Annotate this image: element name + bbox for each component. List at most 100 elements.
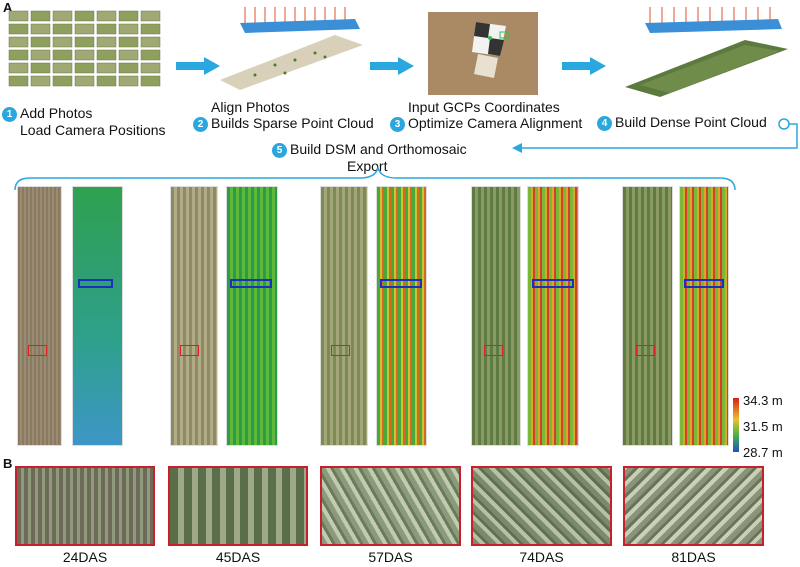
gcp-box bbox=[380, 279, 422, 288]
photo-tile bbox=[74, 23, 95, 35]
photo-tile bbox=[8, 49, 29, 61]
photo-tile bbox=[96, 75, 117, 87]
photo-tile bbox=[52, 62, 73, 74]
photo-tile bbox=[52, 49, 73, 61]
panel-label-b: B bbox=[3, 456, 13, 471]
orthomosaic-strip-81das bbox=[622, 186, 673, 446]
dsm-strip-57das bbox=[376, 186, 427, 446]
arrow-icon bbox=[562, 57, 606, 75]
step-3-line1: Input GCPs Coordinates bbox=[408, 99, 560, 115]
photo-tile bbox=[140, 62, 161, 74]
legend-mid-label: 31.5 m bbox=[743, 419, 783, 434]
gcp-photo-thumbnail bbox=[428, 12, 538, 95]
arrow-icon bbox=[176, 57, 220, 75]
step-1-line2: Load Camera Positions bbox=[20, 121, 166, 138]
photo-tile bbox=[96, 10, 117, 22]
gcp-box bbox=[78, 279, 113, 288]
orthomosaic-strip-45das bbox=[170, 186, 218, 446]
dsm-strip-81das bbox=[679, 186, 729, 446]
dense-point-cloud-thumbnail bbox=[620, 5, 790, 100]
date-label: 45DAS bbox=[215, 549, 261, 565]
photo-tile bbox=[8, 10, 29, 22]
sparse-point-cloud-thumbnail bbox=[215, 5, 365, 95]
gcp-box bbox=[532, 279, 574, 288]
step-2-line2: Builds Sparse Point Cloud bbox=[211, 115, 374, 131]
photo-tile bbox=[140, 75, 161, 87]
photo-tile bbox=[74, 62, 95, 74]
photo-tile bbox=[74, 49, 95, 61]
step-1-line1: Add Photos bbox=[20, 105, 93, 121]
photo-tile bbox=[118, 23, 139, 35]
date-label: 81DAS bbox=[671, 549, 716, 565]
elevation-colorbar bbox=[733, 398, 739, 452]
step-1-label: 1 Add Photos Load Camera Positions bbox=[2, 105, 166, 138]
photo-tile bbox=[118, 75, 139, 87]
photo-tile bbox=[96, 36, 117, 48]
date-label: 57DAS bbox=[368, 549, 413, 565]
crop-image-57das bbox=[320, 466, 461, 546]
step-4-line1: Build Dense Point Cloud bbox=[615, 114, 767, 130]
photo-tile bbox=[118, 62, 139, 74]
photo-tile bbox=[96, 23, 117, 35]
step-5-line1: Build DSM and Orthomosaic bbox=[290, 141, 467, 157]
photo-tile bbox=[74, 10, 95, 22]
photo-tile bbox=[30, 23, 51, 35]
photo-tile bbox=[140, 36, 161, 48]
photo-grid-graphic bbox=[8, 10, 161, 87]
photo-tile bbox=[8, 23, 29, 35]
crop-image-45das bbox=[168, 466, 308, 546]
orthomosaic-strip-57das bbox=[320, 186, 368, 446]
photo-tile bbox=[74, 75, 95, 87]
panel-label-a: A bbox=[3, 0, 13, 15]
step-number-badge: 4 bbox=[597, 115, 612, 131]
photo-tile bbox=[118, 49, 139, 61]
roi-box bbox=[636, 345, 655, 356]
photo-tile bbox=[8, 36, 29, 48]
photo-tile bbox=[96, 62, 117, 74]
step-2-line1: Align Photos bbox=[211, 99, 290, 115]
photo-tile bbox=[140, 49, 161, 61]
dense-cloud-graphic bbox=[625, 7, 788, 97]
photo-tile bbox=[52, 23, 73, 35]
legend-max-label: 34.3 m bbox=[743, 393, 783, 408]
dsm-strip-24das bbox=[72, 186, 123, 446]
gcp-marker-graphic bbox=[428, 12, 538, 95]
photo-tile bbox=[118, 36, 139, 48]
orthomosaic-strip-24das bbox=[17, 186, 62, 446]
step-connector bbox=[14, 118, 798, 191]
orthomosaic-strip-74das bbox=[471, 186, 521, 446]
photo-tile bbox=[74, 36, 95, 48]
sparse-cloud-graphic bbox=[220, 7, 363, 90]
roi-box bbox=[484, 345, 503, 356]
photo-tile bbox=[30, 49, 51, 61]
crop-image-24das bbox=[15, 466, 155, 546]
step-number-badge: 3 bbox=[390, 116, 405, 132]
photo-tile bbox=[52, 75, 73, 87]
legend-min-label: 28.7 m bbox=[743, 445, 783, 460]
date-label: 24DAS bbox=[62, 549, 108, 565]
date-label: 74DAS bbox=[519, 549, 564, 565]
dsm-strip-45das bbox=[226, 186, 278, 446]
step-number-badge: 5 bbox=[272, 142, 287, 158]
dsm-strip-74das bbox=[527, 186, 579, 446]
photo-tile bbox=[52, 10, 73, 22]
crop-image-74das bbox=[471, 466, 612, 546]
photo-tile bbox=[30, 10, 51, 22]
step-2-label: Align Photos 2 Builds Sparse Point Cloud bbox=[193, 99, 374, 132]
step-4-label: 4 Build Dense Point Cloud bbox=[597, 114, 767, 131]
photo-tile bbox=[8, 62, 29, 74]
photo-tile bbox=[30, 62, 51, 74]
step-number-badge: 2 bbox=[193, 116, 208, 132]
photo-tile bbox=[140, 23, 161, 35]
roi-box bbox=[180, 345, 199, 356]
gcp-box bbox=[684, 279, 724, 288]
arrow-icon bbox=[370, 57, 414, 75]
crop-image-81das bbox=[623, 466, 764, 546]
photo-tile bbox=[140, 10, 161, 22]
gcp-box bbox=[230, 279, 272, 288]
photo-tile bbox=[52, 36, 73, 48]
roi-box bbox=[331, 345, 350, 356]
photo-tile bbox=[30, 36, 51, 48]
step-5-label: 5 Build DSM and Orthomosaic Export bbox=[272, 141, 467, 174]
step-number-badge: 1 bbox=[2, 106, 17, 122]
